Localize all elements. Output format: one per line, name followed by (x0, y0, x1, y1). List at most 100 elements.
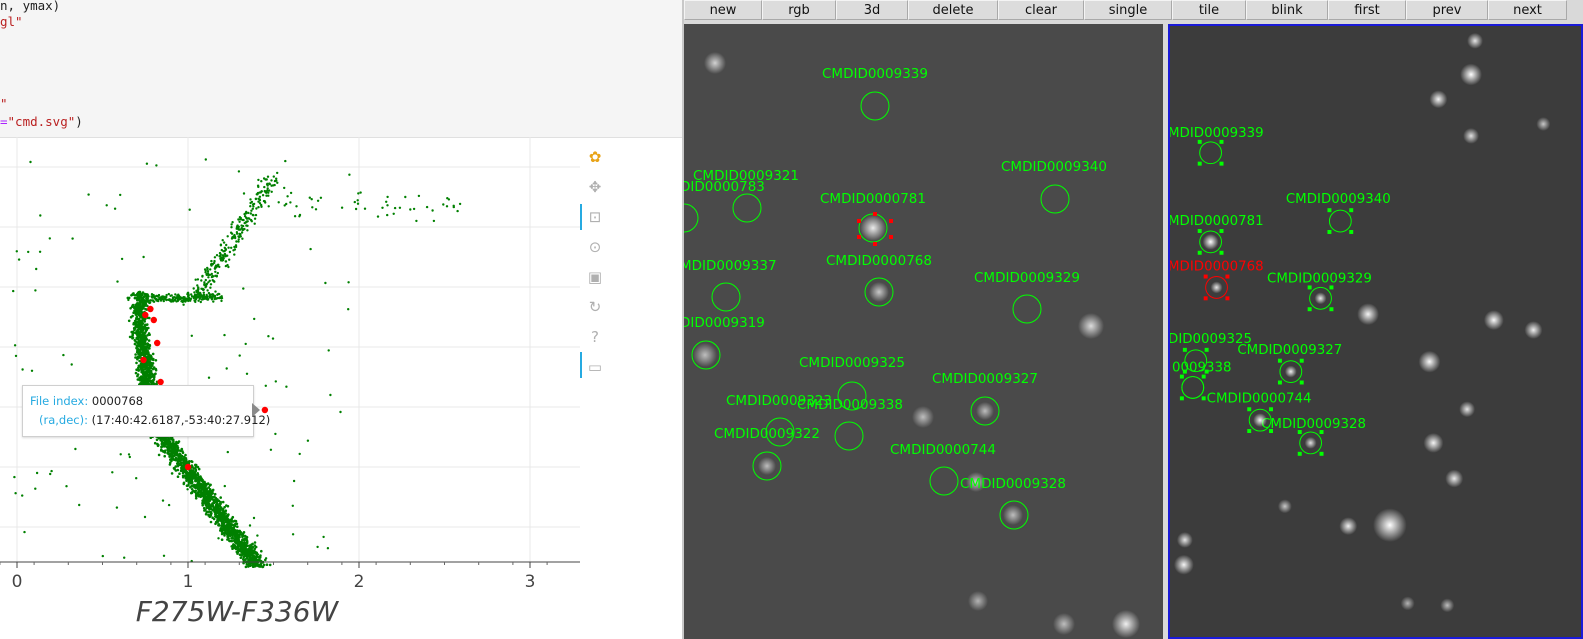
region-circle[interactable] (1199, 141, 1222, 165)
region-handle[interactable] (1299, 380, 1304, 385)
region-handle[interactable] (1247, 407, 1252, 412)
region-circle[interactable] (732, 193, 762, 223)
region-circle[interactable] (1181, 376, 1205, 399)
region-handle[interactable] (857, 235, 861, 239)
region-circle[interactable] (684, 203, 699, 233)
x-axis-label: F275W-F336W (136, 595, 340, 628)
region-handle[interactable] (889, 235, 893, 239)
region-handle[interactable] (1277, 358, 1282, 363)
region-circle[interactable] (691, 340, 721, 370)
region-handle[interactable] (1197, 139, 1202, 144)
region-handle[interactable] (1201, 396, 1206, 401)
pan-icon[interactable]: ✥ (588, 178, 602, 196)
region-handle[interactable] (1203, 274, 1208, 279)
region-handle[interactable] (1204, 369, 1209, 374)
ds9-button-delete[interactable]: delete (908, 0, 998, 20)
region-handle[interactable] (1329, 307, 1334, 312)
region-handle[interactable] (1197, 250, 1202, 255)
ds9-button-clear[interactable]: clear (998, 0, 1084, 20)
ds9-button-prev[interactable]: prev (1406, 0, 1488, 20)
region-circle[interactable] (752, 451, 782, 481)
data-point (138, 359, 141, 363)
ds9-button-single[interactable]: single (1084, 0, 1172, 20)
region-handle[interactable] (1349, 208, 1354, 213)
region-handle[interactable] (1201, 374, 1206, 379)
hover-icon[interactable]: ▭ (587, 358, 603, 376)
region-handle[interactable] (1219, 228, 1224, 233)
region-circle[interactable] (1279, 360, 1303, 383)
region-circle[interactable] (1184, 349, 1208, 373)
region-handle[interactable] (1247, 429, 1252, 434)
region-circle[interactable] (1199, 230, 1222, 254)
region-circle[interactable] (1205, 276, 1228, 299)
region-handle[interactable] (1182, 347, 1187, 352)
region-handle[interactable] (1182, 369, 1187, 374)
ds9-button-blink[interactable]: blink (1246, 0, 1328, 20)
data-point (340, 206, 344, 209)
box-zoom-icon[interactable]: ⊡ (588, 208, 602, 226)
region-handle[interactable] (1327, 229, 1332, 234)
save-icon[interactable]: ▣ (587, 268, 603, 286)
data-point (226, 522, 229, 526)
region-handle[interactable] (1307, 285, 1312, 290)
data-point (144, 349, 148, 352)
pane-divider[interactable] (682, 0, 684, 639)
region-handle[interactable] (1219, 139, 1224, 144)
region-circle[interactable] (1328, 209, 1352, 233)
region-handle[interactable] (1179, 374, 1184, 379)
region-handle[interactable] (1299, 358, 1304, 363)
region-handle[interactable] (1225, 274, 1230, 279)
region-handle[interactable] (1329, 285, 1334, 290)
cmd-scatter-plot[interactable]: 0 1 2 3 F275W-F336W (0, 137, 682, 639)
region-handle[interactable] (1179, 396, 1184, 401)
region-circle[interactable] (711, 282, 741, 312)
region-handle[interactable] (1277, 380, 1282, 385)
region-circle[interactable] (864, 277, 894, 307)
region-handle[interactable] (1319, 430, 1324, 435)
region-handle[interactable] (1219, 161, 1224, 166)
region-handle[interactable] (873, 242, 877, 246)
region-handle[interactable] (1297, 430, 1302, 435)
region-circle[interactable] (1040, 184, 1070, 214)
region-handle[interactable] (1269, 407, 1273, 412)
region-handle[interactable] (1297, 451, 1302, 456)
wheel-zoom-icon[interactable]: ⊙ (588, 238, 602, 256)
region-circle[interactable] (1248, 408, 1272, 432)
region-handle[interactable] (1327, 208, 1332, 213)
ds9-button-first[interactable]: first (1328, 0, 1406, 20)
region-circle[interactable] (834, 421, 864, 451)
region-handle[interactable] (1349, 229, 1354, 234)
region-circle[interactable] (860, 91, 890, 121)
ds9-frame-2[interactable]: MDID0009339 CMDID0009340 MDID0000781 MDID00… (1168, 24, 1583, 639)
region-handle[interactable] (1197, 161, 1202, 166)
code-cell[interactable]: n, ymax) gl" " ="cmd.svg") (0, 0, 682, 138)
region-handle[interactable] (1204, 347, 1209, 352)
region-circle[interactable] (999, 500, 1029, 530)
region-handle[interactable] (1225, 296, 1230, 301)
region-handle[interactable] (857, 219, 861, 223)
ds9-button-new[interactable]: new (684, 0, 762, 20)
region-handle[interactable] (889, 219, 893, 223)
region-circle[interactable] (970, 396, 1000, 426)
ds9-button-3d[interactable]: 3d (836, 0, 908, 20)
ds9-button-rgb[interactable]: rgb (762, 0, 836, 20)
region-circle[interactable] (929, 466, 959, 496)
region-handle[interactable] (1203, 296, 1208, 301)
ds9-button-next[interactable]: next (1488, 0, 1567, 20)
region-circle[interactable] (1309, 286, 1332, 310)
region-circle[interactable] (837, 381, 867, 411)
region-handle[interactable] (1219, 250, 1224, 255)
region-handle[interactable] (873, 212, 877, 216)
region-circle[interactable] (1012, 294, 1042, 324)
reset-icon[interactable]: ↻ (588, 298, 602, 316)
region-circle[interactable] (1299, 431, 1323, 455)
region-handle[interactable] (1197, 228, 1202, 233)
ds9-button-tile[interactable]: tile (1172, 0, 1246, 20)
data-point (30, 369, 34, 372)
region-handle[interactable] (1307, 307, 1312, 312)
region-handle[interactable] (1319, 451, 1324, 456)
help-icon[interactable]: ? (591, 328, 599, 346)
region-handle[interactable] (1269, 429, 1273, 434)
region-circle[interactable] (765, 417, 795, 447)
